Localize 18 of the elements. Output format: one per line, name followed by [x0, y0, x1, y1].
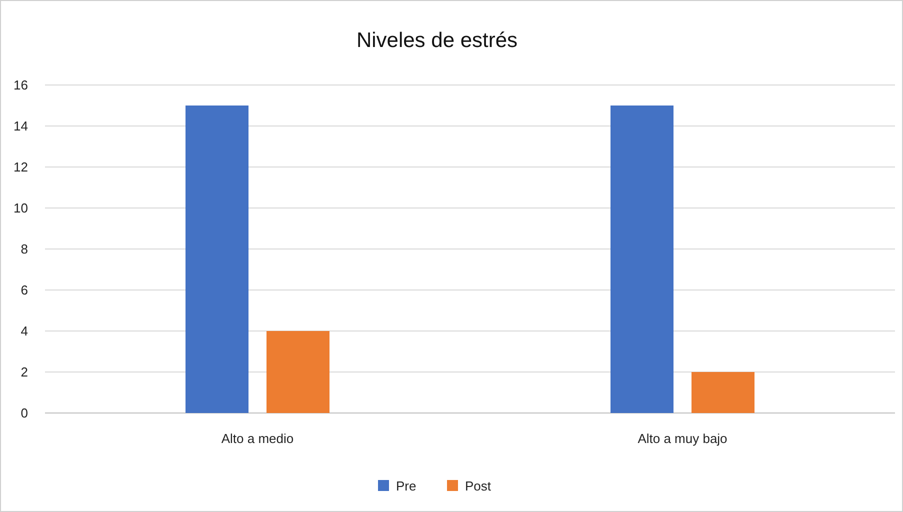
- bar: [186, 106, 248, 413]
- y-tick-label: 0: [20, 406, 28, 421]
- legend-label: Pre: [396, 478, 416, 494]
- x-tick-label: Alto a medio: [221, 431, 294, 446]
- bar: [692, 372, 754, 413]
- y-tick-label: 14: [14, 118, 28, 134]
- y-tick-label: 6: [20, 282, 28, 298]
- bar: [266, 331, 330, 413]
- x-tick-label: Alto a muy bajo: [638, 431, 728, 446]
- y-tick-label: 10: [14, 200, 28, 216]
- y-tick-label: 16: [14, 78, 28, 93]
- legend-label: Post: [465, 478, 492, 494]
- y-tick-label: 4: [20, 324, 28, 339]
- chart-title: Niveles de estrés: [356, 29, 518, 52]
- y-tick-label: 2: [20, 364, 28, 380]
- y-tick-label: 8: [20, 242, 28, 257]
- y-tick-label: 12: [14, 160, 28, 175]
- bar: [610, 106, 674, 413]
